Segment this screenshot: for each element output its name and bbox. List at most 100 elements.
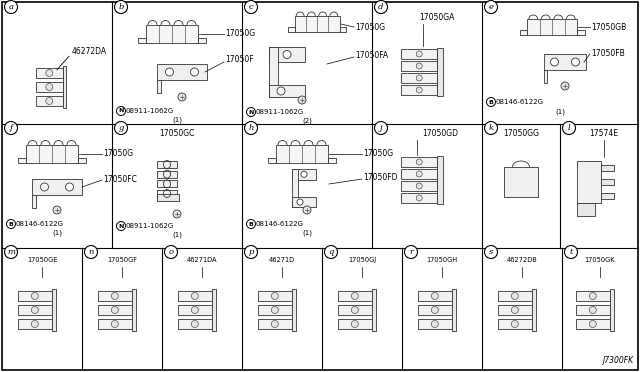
Circle shape <box>550 58 559 66</box>
Text: 17050GK: 17050GK <box>585 257 615 263</box>
Text: N: N <box>118 109 124 113</box>
Circle shape <box>416 171 422 177</box>
Text: b: b <box>118 3 124 11</box>
Circle shape <box>374 122 387 135</box>
Circle shape <box>283 51 291 58</box>
Bar <box>292 197 316 206</box>
Circle shape <box>244 0 257 13</box>
Bar <box>601 193 614 199</box>
Bar <box>157 190 177 197</box>
Bar <box>36 82 63 92</box>
Text: 17050FA: 17050FA <box>355 51 388 61</box>
Text: 17050GB: 17050GB <box>591 22 627 32</box>
Circle shape <box>111 292 118 299</box>
Circle shape <box>164 246 177 259</box>
Circle shape <box>572 58 579 66</box>
Bar <box>178 319 212 329</box>
Circle shape <box>244 122 257 135</box>
Text: q: q <box>328 248 333 256</box>
Bar <box>268 158 276 163</box>
Bar <box>577 161 601 203</box>
Circle shape <box>4 122 17 135</box>
Bar <box>452 289 456 331</box>
Text: n: n <box>88 248 93 256</box>
Bar <box>401 86 437 94</box>
Circle shape <box>416 75 422 81</box>
Bar <box>328 158 336 163</box>
Text: m: m <box>7 248 15 256</box>
Text: c: c <box>248 3 253 11</box>
Circle shape <box>271 307 278 314</box>
Text: (1): (1) <box>172 117 182 123</box>
Text: (1): (1) <box>302 230 312 236</box>
Circle shape <box>53 206 61 214</box>
Circle shape <box>589 321 596 327</box>
Text: 46271D: 46271D <box>269 257 295 263</box>
Bar <box>520 30 527 35</box>
Text: N: N <box>118 224 124 228</box>
Bar <box>138 38 146 43</box>
Circle shape <box>431 307 438 314</box>
Circle shape <box>246 108 255 116</box>
Bar <box>26 145 78 163</box>
Bar <box>401 182 437 190</box>
Circle shape <box>431 321 438 327</box>
Bar <box>32 195 36 208</box>
Circle shape <box>511 292 518 299</box>
Text: 17050FD: 17050FD <box>363 173 397 183</box>
Bar <box>178 291 212 301</box>
Bar <box>36 96 63 106</box>
Circle shape <box>351 292 358 299</box>
Bar <box>258 305 292 315</box>
Text: 17050GF: 17050GF <box>107 257 137 263</box>
Circle shape <box>563 122 575 135</box>
Circle shape <box>561 82 569 90</box>
Text: 08146-6122G: 08146-6122G <box>256 221 304 227</box>
Text: 17050FC: 17050FC <box>103 174 137 183</box>
Circle shape <box>486 97 495 106</box>
Text: 17050GH: 17050GH <box>426 257 458 263</box>
Bar <box>576 305 610 315</box>
Text: 08146-6122G: 08146-6122G <box>16 221 64 227</box>
Bar <box>288 27 294 32</box>
Circle shape <box>351 307 358 314</box>
Bar <box>292 169 316 180</box>
Text: J7300FK: J7300FK <box>602 356 633 365</box>
Circle shape <box>40 183 49 191</box>
Text: 17050GE: 17050GE <box>27 257 57 263</box>
Circle shape <box>191 292 198 299</box>
Bar <box>98 319 132 329</box>
Bar <box>401 169 437 179</box>
Circle shape <box>271 292 278 299</box>
Circle shape <box>244 246 257 259</box>
Bar <box>610 289 614 331</box>
Bar <box>269 84 305 97</box>
Bar <box>401 73 437 83</box>
Text: 17050G: 17050G <box>103 150 133 158</box>
Bar <box>498 319 532 329</box>
Bar <box>157 180 177 187</box>
Text: B: B <box>248 221 253 227</box>
Circle shape <box>298 96 306 104</box>
Bar <box>532 289 536 331</box>
Text: 17574E: 17574E <box>589 129 618 138</box>
Text: 17050G: 17050G <box>363 150 393 158</box>
Circle shape <box>4 0 17 13</box>
Circle shape <box>191 307 198 314</box>
Bar <box>146 25 198 43</box>
Text: r: r <box>409 248 413 256</box>
Bar <box>258 319 292 329</box>
Circle shape <box>111 307 118 314</box>
Text: 08911-1062G: 08911-1062G <box>256 109 304 115</box>
Bar <box>601 165 614 171</box>
Bar <box>52 289 56 331</box>
Circle shape <box>65 183 74 191</box>
Bar <box>157 80 161 93</box>
Bar <box>157 64 207 80</box>
Text: 17050GA: 17050GA <box>419 13 454 22</box>
Circle shape <box>115 0 127 13</box>
Circle shape <box>374 0 387 13</box>
Circle shape <box>589 292 596 299</box>
Bar <box>504 167 538 197</box>
Bar <box>157 171 177 178</box>
